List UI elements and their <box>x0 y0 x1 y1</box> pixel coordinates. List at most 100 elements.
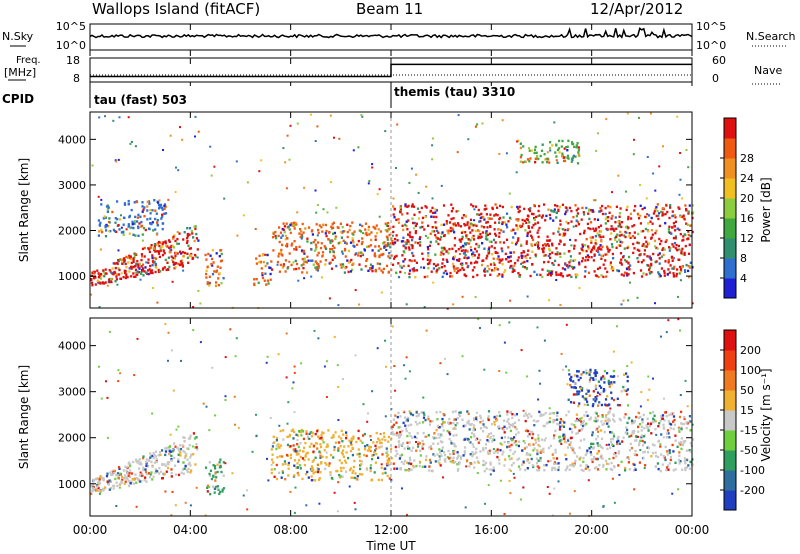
scatter-cell <box>104 115 106 118</box>
echo-cell <box>215 281 218 284</box>
echo-cell <box>278 455 282 458</box>
echo-cell <box>594 229 597 232</box>
echo-cell <box>386 244 389 247</box>
echo-cell <box>598 384 601 388</box>
echo-cell <box>466 250 469 253</box>
echo-cell <box>154 217 157 221</box>
scatter-cell <box>224 462 227 465</box>
echo-cell <box>578 446 581 449</box>
echo-cell <box>536 221 540 224</box>
echo-cell <box>600 274 603 277</box>
colorbar-tick-label: 8 <box>740 252 747 265</box>
scatter-cell <box>413 227 416 230</box>
echo-cell <box>116 218 119 221</box>
scatter-cell <box>570 244 573 247</box>
scatter-cell <box>503 271 506 274</box>
echo-cell <box>207 252 210 256</box>
echo-cell <box>548 412 551 415</box>
scatter-cell <box>431 137 434 140</box>
echo-cell <box>591 431 594 434</box>
echo-cell <box>651 233 654 236</box>
echo-cell <box>445 220 448 223</box>
echo-cell <box>546 160 549 164</box>
echo-cell <box>303 458 306 462</box>
scatter-cell <box>503 341 506 344</box>
echo-cell <box>315 246 318 249</box>
echo-cell <box>600 378 603 381</box>
echo-cell <box>612 413 615 416</box>
echo-cell <box>689 442 692 445</box>
echo-cell <box>540 216 544 219</box>
echo-cell <box>546 243 549 246</box>
echo-cell <box>661 211 664 214</box>
echo-cell <box>537 434 540 437</box>
echo-cell <box>673 265 676 269</box>
echo-cell <box>314 470 317 474</box>
echo-cell <box>493 228 496 231</box>
echo-cell <box>566 209 569 212</box>
echo-cell <box>410 205 414 208</box>
echo-cell <box>589 376 592 380</box>
echo-cell <box>170 244 173 248</box>
echo-cell <box>523 266 527 269</box>
echo-cell <box>134 215 137 219</box>
echo-cell <box>602 375 605 378</box>
echo-cell <box>563 234 566 237</box>
echo-cell <box>517 431 520 434</box>
echo-cell <box>268 266 271 269</box>
echo-cell <box>137 226 140 230</box>
scatter-cell <box>352 149 355 152</box>
echo-cell <box>650 262 653 266</box>
echo-cell <box>510 205 513 209</box>
echo-cell <box>375 447 378 450</box>
echo-cell <box>689 420 692 423</box>
echo-cell <box>419 236 422 239</box>
scatter-cell <box>294 486 297 489</box>
echo-cell <box>599 229 602 233</box>
echo-cell <box>113 229 116 233</box>
echo-cell <box>145 464 148 468</box>
scatter-cell <box>296 122 299 125</box>
echo-cell <box>107 483 110 486</box>
echo-cell <box>582 211 585 214</box>
echo-cell <box>440 449 443 452</box>
echo-cell <box>118 218 122 221</box>
scatter-cell <box>560 443 563 445</box>
echo-cell <box>440 251 443 254</box>
echo-cell <box>498 458 501 462</box>
scatter-cell <box>605 118 608 121</box>
echo-cell <box>561 438 564 441</box>
echo-cell <box>216 265 219 268</box>
echo-cell <box>441 440 444 444</box>
echo-cell <box>186 458 189 461</box>
echo-cell <box>570 386 573 389</box>
scatter-cell <box>134 145 137 148</box>
echo-cell <box>618 225 621 228</box>
echo-cell <box>255 257 258 260</box>
echo-cell <box>153 199 156 202</box>
echo-cell <box>633 236 636 239</box>
echo-cell <box>517 210 520 214</box>
echo-cell <box>616 233 619 236</box>
echo-cell <box>315 268 318 271</box>
echo-cell <box>367 269 370 272</box>
echo-cell <box>270 468 273 471</box>
echo-cell <box>596 274 599 278</box>
echo-cell <box>123 482 126 485</box>
echo-cell <box>625 426 628 429</box>
echo-cell <box>688 243 691 246</box>
echo-cell <box>579 417 582 421</box>
echo-cell <box>430 215 433 218</box>
echo-cell <box>280 248 283 252</box>
echo-cell <box>528 453 531 456</box>
echo-cell <box>584 453 587 457</box>
echo-cell <box>568 261 571 264</box>
echo-cell <box>104 272 107 275</box>
echo-cell <box>573 374 576 377</box>
echo-cell <box>522 460 525 463</box>
echo-cell <box>613 420 616 423</box>
scatter-cell <box>417 445 420 448</box>
echo-cell <box>578 261 581 264</box>
